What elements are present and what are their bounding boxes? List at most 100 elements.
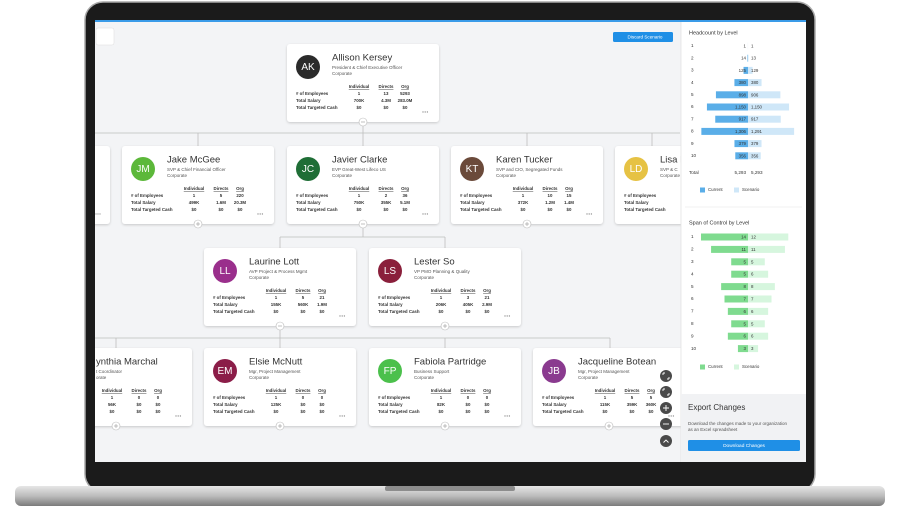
avatar bbox=[542, 359, 566, 383]
row-label: Total Targeted Cash bbox=[624, 207, 666, 212]
column-header: Org bbox=[401, 186, 409, 191]
current-value: 898 bbox=[739, 92, 747, 97]
laptop-base bbox=[15, 486, 885, 506]
cell-value: $0 bbox=[357, 207, 362, 212]
scenario-value: 6 bbox=[751, 272, 754, 277]
current-value: 7 bbox=[744, 296, 747, 301]
current-bar bbox=[737, 345, 748, 353]
column-header: Directs bbox=[543, 186, 558, 191]
cell-value: 1 bbox=[522, 193, 525, 198]
card-background[interactable] bbox=[533, 348, 685, 426]
column-header: Directs bbox=[461, 388, 476, 393]
card-background[interactable] bbox=[369, 248, 521, 326]
card-background[interactable] bbox=[204, 348, 356, 426]
column-header: Individual bbox=[266, 288, 287, 293]
avatar-initials: KT bbox=[466, 164, 479, 175]
cell-value: 0 bbox=[157, 395, 160, 400]
card-background[interactable] bbox=[122, 146, 274, 224]
card-background[interactable] bbox=[369, 348, 521, 426]
cell-value: 1 bbox=[111, 395, 114, 400]
laptop-notch bbox=[385, 486, 515, 491]
row-label: Total Salary bbox=[624, 200, 649, 205]
card-background[interactable] bbox=[287, 146, 439, 224]
current-bar bbox=[731, 258, 748, 266]
cell-value: $0 bbox=[466, 402, 471, 407]
person-name: Jacqueline Botean bbox=[578, 357, 656, 368]
scenario-value: 1 bbox=[751, 43, 754, 48]
scenario-bar bbox=[748, 258, 765, 266]
scenario-bar bbox=[748, 345, 759, 353]
cell-value: 355K bbox=[381, 200, 392, 205]
top-accent bbox=[95, 20, 806, 22]
current-value: 8 bbox=[744, 284, 747, 289]
person-name: Jake McGee bbox=[167, 155, 220, 166]
current-bar bbox=[743, 66, 748, 74]
person-department: Corporate bbox=[332, 173, 353, 178]
column-header: Directs bbox=[625, 388, 640, 393]
cell-value: 5 bbox=[220, 193, 223, 198]
zoom-button[interactable] bbox=[660, 386, 672, 398]
card-background[interactable] bbox=[287, 44, 439, 122]
card-menu-dot bbox=[504, 315, 506, 317]
cell-value: $0 bbox=[567, 207, 572, 212]
person-department: Corporate bbox=[249, 375, 270, 380]
card-menu-dot bbox=[343, 315, 346, 317]
level-label: 3 bbox=[691, 259, 694, 264]
card-background[interactable] bbox=[40, 348, 192, 426]
person-name: Javier Clarke bbox=[332, 155, 387, 166]
avatar-initials: LL bbox=[219, 266, 231, 277]
export-title: Export Changes bbox=[688, 403, 745, 412]
discard-button-label: Discard Scenario bbox=[628, 35, 663, 40]
cell-value: 1.6M bbox=[216, 200, 226, 205]
zoom-icon bbox=[663, 439, 669, 443]
person-title: SVP & Chief Financial Officer bbox=[167, 167, 226, 172]
scenario-value: 356 bbox=[751, 153, 759, 158]
card-background[interactable] bbox=[451, 146, 603, 224]
current-bar bbox=[731, 320, 748, 328]
cell-value: $0 bbox=[485, 402, 490, 407]
column-header: Org bbox=[154, 388, 162, 393]
zoom-button[interactable] bbox=[660, 435, 672, 447]
legend-swatch bbox=[734, 187, 739, 193]
discard-button[interactable] bbox=[613, 32, 673, 42]
cell-value: $0 bbox=[485, 309, 490, 314]
current-value: 1,306 bbox=[735, 129, 747, 134]
card-background[interactable] bbox=[204, 248, 356, 326]
row-label: Total Targeted Cash bbox=[213, 409, 255, 414]
current-value: 5 bbox=[744, 259, 747, 264]
cell-value: 1.4M bbox=[564, 200, 574, 205]
cell-value: 115K bbox=[600, 402, 611, 407]
current-value: 5 bbox=[744, 321, 747, 326]
cell-value: 4.3M bbox=[381, 98, 391, 103]
cell-value: 13 bbox=[384, 91, 389, 96]
card-menu-dot bbox=[670, 415, 672, 417]
avatar bbox=[624, 157, 648, 181]
person-department: Corporate bbox=[578, 375, 599, 380]
download-button[interactable] bbox=[688, 440, 800, 451]
level-label: 8 bbox=[691, 321, 694, 326]
avatar-initials: JM bbox=[136, 164, 149, 175]
cell-value: 372K bbox=[518, 200, 529, 205]
cell-value: 3 bbox=[467, 295, 470, 300]
cell-value: 10 bbox=[548, 193, 553, 198]
person-name: Allison Kersey bbox=[332, 53, 392, 64]
person-department: Corporate bbox=[167, 173, 188, 178]
row-label: # of Employees bbox=[296, 91, 329, 96]
card-menu-dot bbox=[343, 415, 346, 417]
total-label: Total bbox=[689, 170, 699, 175]
row-label: Total Salary bbox=[542, 402, 567, 407]
org-card-partial[interactable] bbox=[40, 146, 110, 224]
column-header: Org bbox=[565, 186, 573, 191]
current-value: 11 bbox=[741, 247, 746, 252]
cell-value: 283.0M bbox=[398, 98, 413, 103]
card-menu-dot bbox=[672, 415, 675, 417]
zoom-icon bbox=[662, 388, 670, 396]
cell-value: 5 bbox=[302, 295, 305, 300]
zoom-button[interactable] bbox=[660, 370, 672, 382]
download-button-label: Download Changes bbox=[723, 443, 765, 449]
person-name: Laurine Lott bbox=[249, 257, 300, 268]
row-label: Total Salary bbox=[460, 200, 485, 205]
person-title: AVP Project & Process Mgmt bbox=[249, 269, 308, 274]
cell-value: 499K bbox=[189, 200, 200, 205]
column-header: Org bbox=[236, 186, 244, 191]
